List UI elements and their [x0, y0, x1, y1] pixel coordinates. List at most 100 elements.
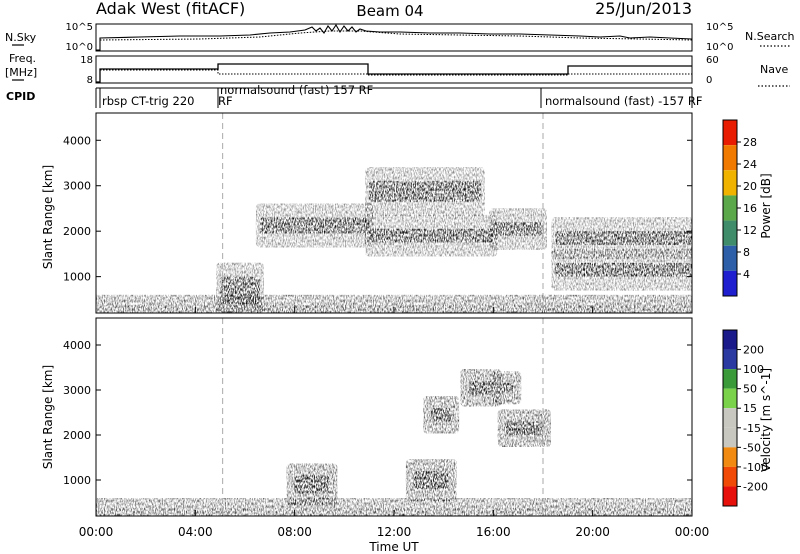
nsearch-label: N.Search — [745, 30, 795, 43]
power-echo-region — [220, 276, 260, 304]
y-tick-label: 4000 — [63, 134, 91, 147]
x-tick-label: 12:00 — [377, 525, 412, 539]
colorbar-tick-label: 12 — [743, 224, 757, 237]
freq-left-tick-top: 18 — [80, 55, 93, 66]
colorbar-tick-label: 20 — [743, 180, 757, 193]
colorbar-swatch — [723, 145, 737, 171]
velocity-echo-region — [413, 471, 449, 489]
beam-label: Beam 04 — [356, 2, 423, 20]
cpid-segment-1-rf: RF — [218, 94, 233, 108]
colorbar-tick-label: 200 — [743, 344, 764, 357]
colorbar-swatch — [723, 330, 737, 350]
cpid-segment-2-label: normalsound (fast) 157 RF — [220, 83, 373, 97]
colorbar-swatch — [723, 245, 737, 271]
y-tick-label: 2000 — [63, 225, 91, 238]
colorbar-tick-label: 100 — [743, 363, 764, 376]
nave-right-tick-top: 60 — [706, 55, 719, 66]
y-tick-label: 4000 — [63, 339, 91, 352]
nave-right-tick-bottom: 0 — [706, 75, 712, 86]
time-axis: 00:00 04:00 08:00 12:00 16:00 20:00 00:00 — [79, 307, 710, 539]
velocity-echo-region — [431, 408, 452, 422]
noise-right-tick-bottom: 10^0 — [706, 42, 733, 53]
nave-series — [100, 69, 692, 76]
power-echo-region — [493, 222, 543, 236]
freq-label: Freq. — [9, 52, 36, 65]
velocity-colorbar-label: Velocity [m s^-1] — [759, 368, 773, 472]
velocity-echo-region — [505, 421, 543, 435]
colorbar-swatch — [723, 447, 737, 467]
power-y-axis: 1000 2000 3000 4000 — [63, 134, 692, 284]
nsearch-series — [99, 30, 693, 41]
y-tick-label: 2000 — [63, 429, 91, 442]
power-colorbar: 4 8 12 16 20 24 28 — [722, 119, 757, 297]
power-panel: 1000 2000 3000 4000 Slant Range [km] — [41, 112, 693, 314]
power-echo-region — [555, 231, 692, 245]
power-echo-region — [259, 217, 370, 234]
colorbar-tick-label: 50 — [743, 383, 757, 396]
x-tick-label: 00:00 — [675, 525, 710, 539]
power-echo-region — [369, 228, 494, 243]
radar-title: Adak West (fitACF) — [96, 0, 245, 18]
cpid-panel: rbsp CT-trig 220 RF normalsound (fast) 1… — [95, 83, 702, 108]
colorbar-swatch — [723, 486, 737, 506]
colorbar-tick-label: 28 — [743, 136, 757, 149]
x-tick-label: 16:00 — [476, 525, 511, 539]
velocity-y-axis: 1000 2000 3000 4000 — [63, 339, 692, 487]
colorbar-tick-label: 4 — [743, 268, 750, 281]
x-tick-label: 00:00 — [79, 525, 114, 539]
nsky-label: N.Sky — [5, 31, 37, 44]
velocity-ylabel: Slant Range [km] — [41, 365, 55, 469]
nave-label: Nave — [760, 63, 788, 76]
power-echo-region — [555, 263, 692, 277]
velocity-echo-region — [294, 475, 330, 494]
cpid-segment-3-label: normalsound (fast) -157 RF — [545, 94, 702, 108]
colorbar-swatch — [723, 270, 737, 296]
colorbar-tick-label: -200 — [743, 480, 768, 493]
freq-left-tick-bottom: 8 — [87, 75, 93, 86]
x-tick-label: 08:00 — [277, 525, 312, 539]
freq-unit-label: [MHz] — [5, 66, 37, 79]
noise-panel: 10^5 10^0 10^5 10^0 — [66, 22, 734, 53]
colorbar-tick-label: 15 — [743, 402, 757, 415]
freq-panel: 18 8 60 0 — [80, 55, 718, 86]
date-label: 25/Jun/2013 — [595, 0, 692, 18]
colorbar-tick-label: -15 — [743, 422, 761, 435]
cpid-segment-1-label: rbsp CT-trig 220 — [102, 94, 194, 108]
power-features — [96, 113, 692, 313]
colorbar-swatch — [723, 195, 737, 221]
x-tick-label: 04:00 — [178, 525, 213, 539]
colorbar-tick-label: 8 — [743, 246, 750, 259]
y-tick-label: 1000 — [63, 271, 91, 284]
y-tick-label: 3000 — [63, 384, 91, 397]
power-colorbar-label: Power [dB] — [759, 173, 773, 238]
freq-series — [96, 63, 692, 83]
colorbar-swatch — [723, 170, 737, 196]
velocity-echo-region — [500, 383, 514, 393]
cpid-label: CPID — [6, 90, 35, 103]
colorbar-tick-label: 16 — [743, 202, 757, 215]
colorbar-swatch — [723, 466, 737, 487]
colorbar-swatch — [723, 120, 737, 146]
colorbar-swatch — [723, 220, 737, 246]
nsky-series — [96, 23, 693, 51]
power-echo-region — [369, 181, 481, 202]
colorbar-swatch — [723, 388, 737, 409]
noise-left-tick-top: 10^5 — [66, 22, 93, 33]
colorbar-swatch — [723, 369, 737, 389]
y-tick-label: 1000 — [63, 474, 91, 487]
x-tick-label: 20:00 — [575, 525, 610, 539]
colorbar-tick-label: 24 — [743, 158, 757, 171]
colorbar-swatch — [723, 408, 737, 428]
velocity-echo-region — [468, 381, 494, 395]
velocity-colorbar: -200 -100 -50 -15 15 50 100 200 — [722, 329, 768, 507]
noise-left-tick-bottom: 10^0 — [66, 42, 93, 53]
noise-right-tick-top: 10^5 — [706, 22, 733, 33]
power-ylabel: Slant Range [km] — [41, 165, 55, 269]
colorbar-swatch — [723, 349, 737, 370]
colorbar-tick-label: -100 — [743, 461, 768, 474]
colorbar-tick-label: -50 — [743, 441, 761, 454]
time-axis-label: Time UT — [368, 540, 419, 554]
velocity-panel: 1000 2000 3000 4000 Slant Range [km] — [41, 317, 693, 517]
y-tick-label: 3000 — [63, 180, 91, 193]
